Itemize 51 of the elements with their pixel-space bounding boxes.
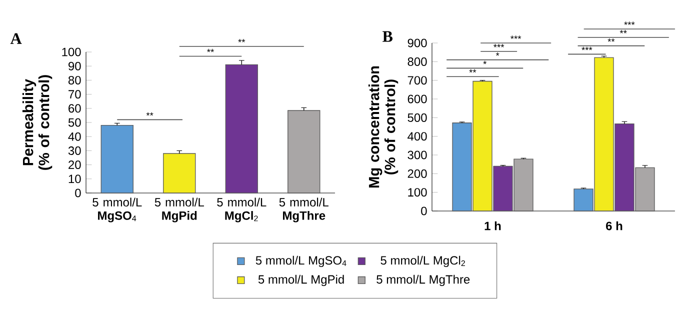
chart-title: B	[382, 31, 392, 42]
y-tick-label: 0	[421, 206, 427, 216]
bar	[100, 124, 134, 194]
legend-label: 5 mmol/L MgPid	[258, 274, 344, 286]
annotation: ***	[582, 46, 592, 50]
bar	[288, 110, 320, 194]
text: ***	[624, 22, 635, 25]
text: **	[238, 39, 246, 42]
y-tick-label: 200	[408, 169, 427, 178]
text: **	[620, 30, 627, 34]
y-tick-label: 900	[408, 38, 427, 48]
x-tick-label: 5 mmol/L MgCl$_{2}$	[217, 198, 266, 222]
y-tick-label: 20	[68, 160, 81, 170]
x-tick-label: 6 h	[606, 221, 622, 230]
bar	[163, 153, 196, 194]
y-tick-label: 40	[68, 132, 81, 141]
y-tick-label: 70	[68, 90, 81, 99]
text: **	[608, 38, 615, 42]
y-tick-label: 50	[68, 118, 81, 127]
annotation: **	[146, 112, 154, 116]
y-tick-label: 60	[68, 104, 81, 113]
legend-label: 5 mmol/L MgCl$_{2}$	[380, 256, 465, 268]
x-tick-label: 5 mmol/L MgPid	[154, 198, 204, 222]
y-tick-label: 100	[408, 188, 427, 197]
y-axis-title: Mg concentration (% of control)	[368, 66, 398, 188]
y-tick-label: 700	[408, 76, 427, 85]
y-tick-label: 400	[408, 132, 427, 141]
x-tick-label: 5 mmol/L MgThre	[279, 198, 328, 222]
y-tick-label: 500	[408, 113, 427, 122]
y-tick-label: 80	[68, 76, 81, 84]
text: ***	[510, 36, 522, 39]
chart-title: A	[10, 33, 22, 44]
annotation: **	[469, 69, 476, 73]
y-tick-label: 10	[68, 174, 81, 184]
y-tick-label: 600	[408, 94, 427, 104]
bar	[225, 64, 258, 194]
y-tick-label: 90	[68, 62, 81, 70]
y-tick-label: 300	[408, 150, 427, 160]
annotation: *	[496, 52, 500, 56]
y-tick-label: 30	[68, 146, 81, 155]
y-axis-title: Permeability (% of control)	[22, 75, 52, 170]
legend-label: 5 mmol/L MgSO$_{4}$	[256, 256, 346, 268]
annotation: **	[207, 48, 214, 52]
x-tick-label: 1 h	[484, 221, 501, 230]
annotation: *	[483, 60, 487, 64]
y-tick-label: 0	[75, 188, 81, 198]
y-tick-label: 100	[62, 48, 81, 56]
legend-label: 5 mmol/L MgThre	[376, 274, 470, 286]
y-tick-label: 800	[408, 57, 427, 66]
annotation: ***	[494, 44, 504, 48]
x-tick-label: 5 mmol/L MgSO$_{4}$	[92, 198, 142, 222]
